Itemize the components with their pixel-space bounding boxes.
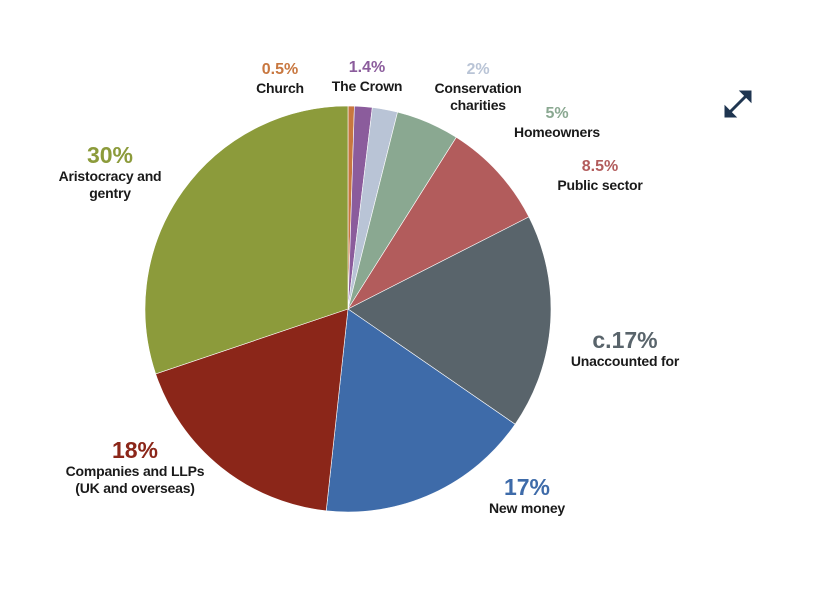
value-label: 5% bbox=[545, 105, 569, 122]
pie-slice bbox=[325, 308, 516, 513]
value-label: 17% bbox=[503, 474, 551, 500]
category-label: Homeowners bbox=[514, 124, 600, 140]
category-label: Public sector bbox=[557, 177, 643, 193]
pie-slice bbox=[347, 216, 552, 425]
category-label: The Crown bbox=[331, 78, 403, 94]
category-label: Conservation charities bbox=[434, 80, 522, 113]
value-label: 30% bbox=[86, 142, 134, 168]
value-label: 8.5% bbox=[581, 158, 619, 175]
pie-slice bbox=[347, 136, 530, 310]
category-label: Church bbox=[256, 80, 304, 96]
pie-slice bbox=[155, 308, 349, 512]
value-label: 2% bbox=[466, 61, 490, 78]
value-label: 18% bbox=[111, 437, 159, 463]
category-label: Unaccounted for bbox=[570, 353, 680, 369]
value-label: 1.4% bbox=[348, 59, 386, 76]
category-label: Companies and LLPs (UK and overseas) bbox=[65, 463, 205, 496]
category-label: New money bbox=[489, 500, 565, 516]
pie-slice bbox=[144, 105, 349, 375]
expand-button[interactable] bbox=[721, 87, 755, 121]
value-label: c.17% bbox=[592, 327, 658, 353]
category-label: Aristocracy and gentry bbox=[58, 168, 162, 201]
value-label: 0.5% bbox=[261, 61, 299, 78]
